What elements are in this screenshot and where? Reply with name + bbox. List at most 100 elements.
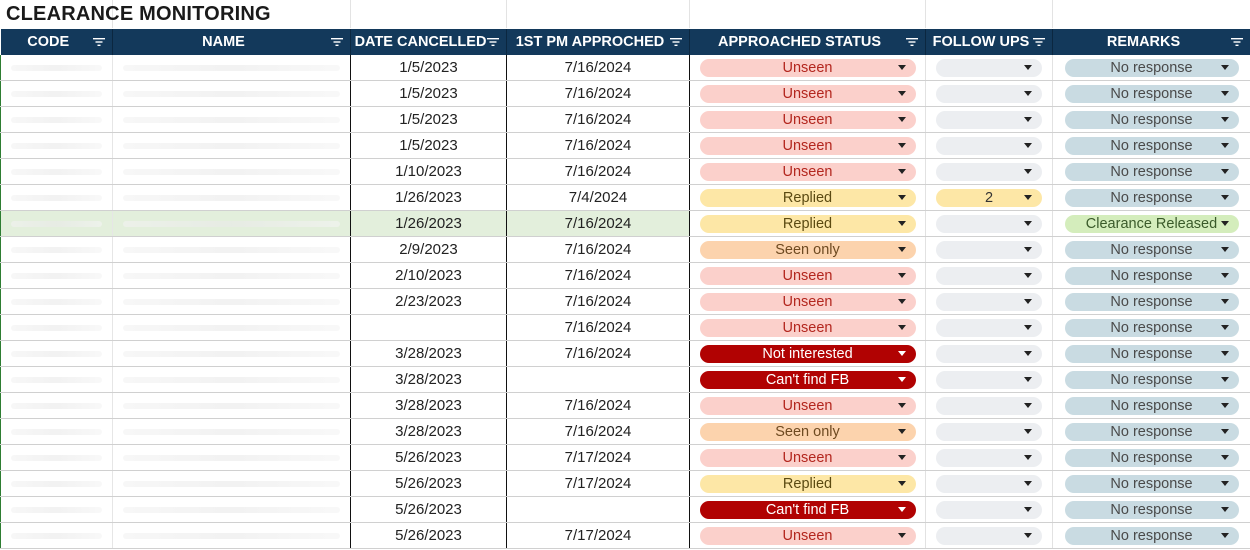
approached-status-cell[interactable]: Seen only: [689, 236, 926, 263]
remarks-dropdown[interactable]: No response: [1064, 318, 1239, 337]
remarks-dropdown[interactable]: No response: [1064, 344, 1239, 363]
dropdown-arrow-icon[interactable]: [1024, 168, 1032, 174]
follow-up-dropdown[interactable]: [936, 136, 1042, 155]
dropdown-arrow-icon[interactable]: [1024, 272, 1032, 278]
name-cell[interactable]: [112, 262, 351, 289]
dropdown-arrow-icon[interactable]: [1220, 116, 1229, 122]
follow-ups-cell[interactable]: [925, 366, 1053, 393]
status-dropdown[interactable]: Unseen: [699, 396, 916, 415]
follow-up-dropdown[interactable]: [936, 292, 1042, 311]
dropdown-arrow-icon[interactable]: [1220, 168, 1229, 174]
status-dropdown[interactable]: Unseen: [699, 318, 916, 337]
dropdown-arrow-icon[interactable]: [897, 350, 906, 356]
date-cancelled-cell[interactable]: [350, 314, 507, 341]
dropdown-arrow-icon[interactable]: [897, 480, 906, 486]
status-dropdown[interactable]: Unseen: [699, 110, 916, 129]
remarks-dropdown[interactable]: No response: [1064, 188, 1239, 207]
follow-up-dropdown[interactable]: [936, 318, 1042, 337]
dropdown-arrow-icon[interactable]: [1024, 142, 1032, 148]
filter-icon[interactable]: [670, 37, 682, 47]
follow-ups-cell[interactable]: [925, 288, 1053, 315]
dropdown-arrow-icon[interactable]: [1220, 64, 1229, 70]
dropdown-arrow-icon[interactable]: [897, 272, 906, 278]
name-cell[interactable]: [112, 340, 351, 367]
remarks-dropdown[interactable]: No response: [1064, 266, 1239, 285]
name-cell[interactable]: [112, 366, 351, 393]
dropdown-arrow-icon[interactable]: [1024, 376, 1032, 382]
dropdown-arrow-icon[interactable]: [1220, 428, 1229, 434]
code-cell[interactable]: [0, 55, 113, 81]
follow-up-dropdown[interactable]: [936, 84, 1042, 103]
follow-up-dropdown[interactable]: [936, 448, 1042, 467]
pm-approached-cell[interactable]: 7/16/2024: [506, 106, 690, 133]
approached-status-cell[interactable]: Unseen: [689, 522, 926, 549]
name-cell[interactable]: [112, 444, 351, 471]
approached-status-cell[interactable]: Unseen: [689, 80, 926, 107]
approached-status-cell[interactable]: Replied: [689, 470, 926, 497]
name-cell[interactable]: [112, 184, 351, 211]
follow-up-dropdown[interactable]: [936, 162, 1042, 181]
pm-approached-cell[interactable]: 7/16/2024: [506, 392, 690, 419]
date-cancelled-cell[interactable]: 5/26/2023: [350, 444, 507, 471]
remarks-dropdown[interactable]: No response: [1064, 292, 1239, 311]
filter-icon[interactable]: [906, 37, 918, 47]
dropdown-arrow-icon[interactable]: [1024, 220, 1032, 226]
follow-up-dropdown[interactable]: [936, 474, 1042, 493]
approached-status-cell[interactable]: Unseen: [689, 444, 926, 471]
filter-icon[interactable]: [1231, 37, 1243, 47]
approached-status-cell[interactable]: Unseen: [689, 158, 926, 185]
code-cell[interactable]: [0, 106, 113, 133]
approached-status-cell[interactable]: Replied: [689, 184, 926, 211]
date-cancelled-cell[interactable]: 2/10/2023: [350, 262, 507, 289]
follow-up-dropdown[interactable]: [936, 370, 1042, 389]
remarks-cell[interactable]: No response: [1052, 522, 1250, 549]
remarks-cell[interactable]: No response: [1052, 392, 1250, 419]
remarks-cell[interactable]: No response: [1052, 80, 1250, 107]
approached-status-cell[interactable]: Unseen: [689, 288, 926, 315]
follow-up-dropdown[interactable]: [936, 396, 1042, 415]
remarks-dropdown[interactable]: No response: [1064, 500, 1239, 519]
remarks-dropdown[interactable]: No response: [1064, 58, 1239, 77]
remarks-cell[interactable]: No response: [1052, 106, 1250, 133]
dropdown-arrow-icon[interactable]: [1220, 402, 1229, 408]
dropdown-arrow-icon[interactable]: [897, 220, 906, 226]
approached-status-cell[interactable]: Unseen: [689, 392, 926, 419]
follow-ups-cell[interactable]: [925, 262, 1053, 289]
code-cell[interactable]: [0, 444, 113, 471]
pm-approached-cell[interactable]: 7/16/2024: [506, 288, 690, 315]
remarks-dropdown[interactable]: No response: [1064, 136, 1239, 155]
name-cell[interactable]: [112, 80, 351, 107]
remarks-cell[interactable]: No response: [1052, 132, 1250, 159]
sheet-title[interactable]: CLEARANCE MONITORING: [6, 3, 271, 25]
dropdown-arrow-icon[interactable]: [897, 532, 906, 538]
dropdown-arrow-icon[interactable]: [1220, 272, 1229, 278]
dropdown-arrow-icon[interactable]: [897, 402, 906, 408]
dropdown-arrow-icon[interactable]: [897, 142, 906, 148]
status-dropdown[interactable]: Can't find FB: [699, 500, 916, 519]
pm-approached-cell[interactable]: 7/16/2024: [506, 55, 690, 81]
approached-status-cell[interactable]: Can't find FB: [689, 496, 926, 523]
remarks-cell[interactable]: No response: [1052, 496, 1250, 523]
dropdown-arrow-icon[interactable]: [1220, 246, 1229, 252]
remarks-dropdown[interactable]: No response: [1064, 240, 1239, 259]
status-dropdown[interactable]: Can't find FB: [699, 370, 916, 389]
dropdown-arrow-icon[interactable]: [1220, 324, 1229, 330]
dropdown-arrow-icon[interactable]: [1024, 116, 1032, 122]
code-cell[interactable]: [0, 288, 113, 315]
status-dropdown[interactable]: Replied: [699, 188, 916, 207]
code-cell[interactable]: [0, 80, 113, 107]
name-cell[interactable]: [112, 392, 351, 419]
follow-ups-cell[interactable]: [925, 314, 1053, 341]
remarks-dropdown[interactable]: No response: [1064, 370, 1239, 389]
remarks-dropdown[interactable]: No response: [1064, 422, 1239, 441]
follow-ups-cell[interactable]: [925, 522, 1053, 549]
follow-up-dropdown[interactable]: [936, 58, 1042, 77]
status-dropdown[interactable]: Unseen: [699, 448, 916, 467]
remarks-dropdown[interactable]: No response: [1064, 110, 1239, 129]
date-cancelled-cell[interactable]: 2/23/2023: [350, 288, 507, 315]
date-cancelled-cell[interactable]: 5/26/2023: [350, 522, 507, 549]
date-cancelled-cell[interactable]: 3/28/2023: [350, 392, 507, 419]
pm-approached-cell[interactable]: 7/16/2024: [506, 158, 690, 185]
status-dropdown[interactable]: Unseen: [699, 162, 916, 181]
status-dropdown[interactable]: Seen only: [699, 240, 916, 259]
